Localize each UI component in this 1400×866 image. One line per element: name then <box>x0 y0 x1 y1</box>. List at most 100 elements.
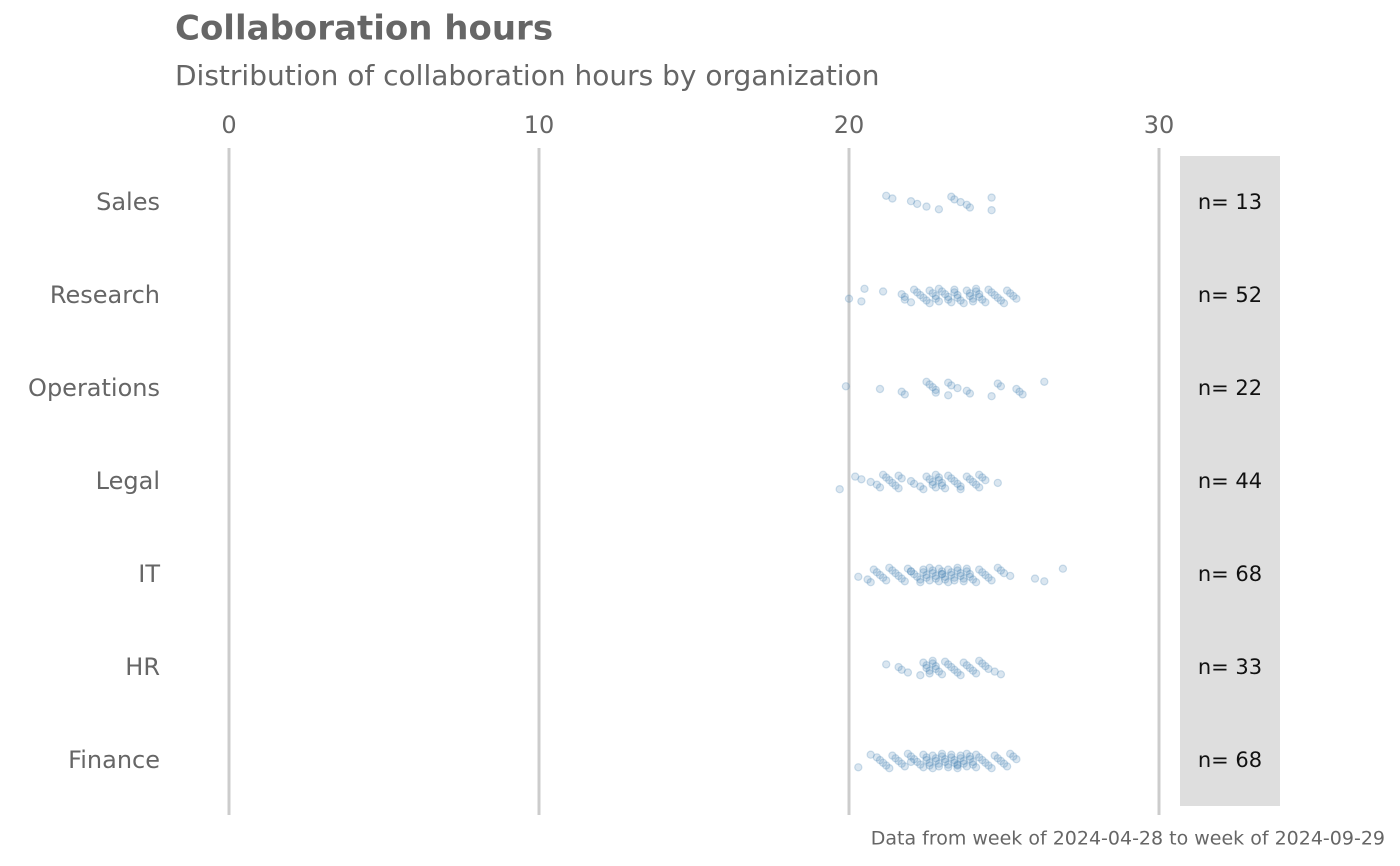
point <box>882 761 891 770</box>
point <box>866 750 875 759</box>
point <box>878 758 888 768</box>
point <box>965 289 975 298</box>
point <box>975 470 984 479</box>
point <box>900 390 910 399</box>
point <box>1009 291 1018 301</box>
point <box>971 750 981 759</box>
point <box>922 663 931 673</box>
point <box>906 567 916 576</box>
point <box>1002 762 1012 771</box>
point <box>934 667 944 676</box>
point <box>950 476 959 486</box>
point <box>993 478 1003 488</box>
point <box>878 287 888 296</box>
point <box>947 192 956 201</box>
point <box>860 284 869 293</box>
count-label: n= 33 <box>1198 655 1262 679</box>
point <box>844 294 854 303</box>
point <box>919 485 928 494</box>
point <box>931 756 941 766</box>
point <box>981 758 990 768</box>
point <box>897 574 906 583</box>
point <box>875 384 885 394</box>
point <box>928 480 937 489</box>
point <box>971 480 981 489</box>
point <box>962 386 972 395</box>
point <box>950 576 959 585</box>
point <box>928 566 937 575</box>
point <box>971 669 981 678</box>
point <box>987 392 996 401</box>
point <box>937 569 947 579</box>
point <box>888 751 897 760</box>
point <box>882 576 891 585</box>
point <box>990 751 999 760</box>
x-tick-label: 30 <box>1144 111 1175 139</box>
point <box>987 205 996 215</box>
point <box>934 759 944 768</box>
point <box>925 475 934 484</box>
point <box>909 569 919 579</box>
point <box>913 572 922 582</box>
point <box>975 292 984 302</box>
point <box>944 760 953 769</box>
point <box>965 572 975 582</box>
point <box>971 763 981 772</box>
point <box>944 295 953 304</box>
point <box>925 758 934 768</box>
point <box>947 381 956 390</box>
point <box>953 293 962 302</box>
y-tick-label: Research <box>50 281 160 309</box>
point <box>944 565 953 574</box>
point <box>928 383 937 392</box>
point <box>851 472 860 481</box>
point <box>922 573 931 582</box>
point <box>922 570 931 580</box>
point <box>959 574 968 583</box>
point <box>937 478 947 488</box>
point <box>950 665 959 675</box>
point <box>968 757 978 767</box>
count-panel <box>1180 156 1280 806</box>
point <box>934 476 944 485</box>
point <box>928 659 937 668</box>
point <box>872 753 882 762</box>
point <box>975 656 984 666</box>
point <box>1012 294 1021 303</box>
point <box>925 669 934 678</box>
point <box>928 764 937 773</box>
point <box>903 564 913 573</box>
point <box>956 482 965 491</box>
point <box>913 199 922 209</box>
point <box>891 754 900 763</box>
point <box>993 754 1003 763</box>
point <box>937 752 947 761</box>
point <box>996 296 1006 305</box>
point <box>999 299 1009 308</box>
point <box>956 751 965 760</box>
point <box>916 575 925 584</box>
point <box>947 570 956 580</box>
point <box>931 754 941 763</box>
point <box>897 387 906 396</box>
point <box>931 574 941 583</box>
point <box>916 760 925 769</box>
point <box>931 662 941 671</box>
point <box>962 564 972 573</box>
point <box>934 564 944 573</box>
point <box>947 750 956 759</box>
point <box>962 749 972 759</box>
point <box>919 293 928 302</box>
point <box>928 656 937 666</box>
point <box>937 567 947 576</box>
point <box>956 485 965 494</box>
point <box>866 477 875 487</box>
point <box>928 477 937 487</box>
point <box>984 285 993 294</box>
point <box>956 754 965 763</box>
count-label: n= 22 <box>1198 376 1262 400</box>
point <box>906 196 916 206</box>
point <box>1002 286 1012 295</box>
point <box>975 290 984 299</box>
